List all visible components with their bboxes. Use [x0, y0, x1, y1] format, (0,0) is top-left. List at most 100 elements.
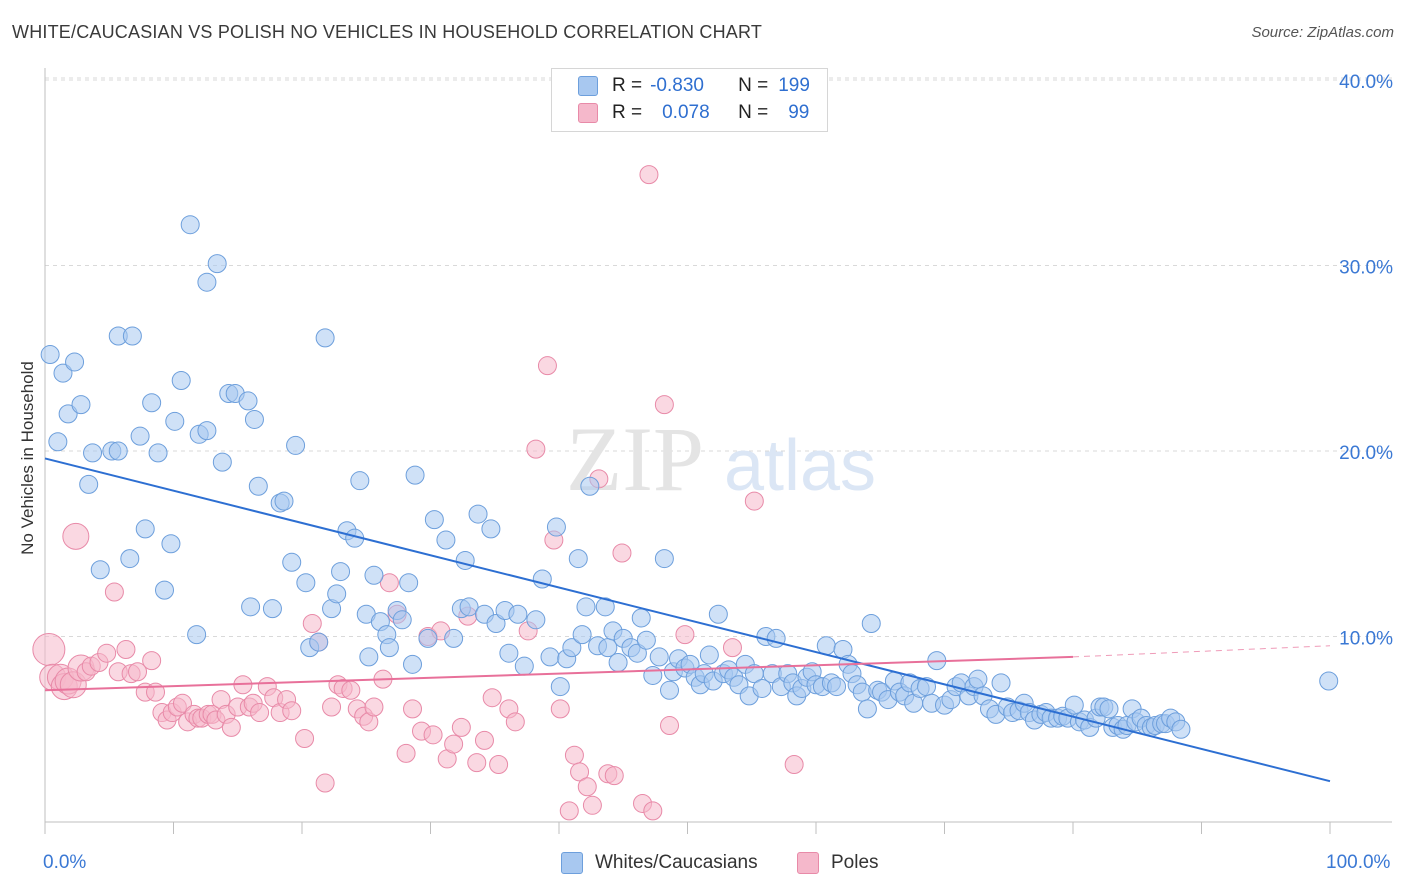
whites-point — [79, 474, 99, 494]
whites-point — [968, 669, 988, 689]
y-tick-label: 40.0% — [1339, 72, 1393, 93]
chart-title: WHITE/CAUCASIAN VS POLISH NO VEHICLES IN… — [12, 22, 763, 42]
whites-point — [608, 652, 628, 672]
whites-point — [327, 584, 347, 604]
poles-point — [577, 777, 597, 797]
whites-point — [197, 272, 217, 292]
y-tick-label: 10.0% — [1339, 629, 1393, 650]
whites-point — [861, 614, 881, 634]
whites-point — [187, 625, 207, 645]
whites-point — [148, 443, 168, 463]
whites-point — [455, 550, 475, 570]
poles-point — [302, 614, 322, 634]
poles-point — [570, 762, 590, 782]
y-tick-label: 30.0% — [1339, 258, 1393, 279]
whites-point — [699, 645, 719, 665]
whites-point — [654, 549, 674, 569]
whites-point — [636, 630, 656, 650]
whites-trend-line — [44, 457, 1331, 783]
poles-point — [341, 680, 361, 700]
trend-lines — [44, 457, 1331, 783]
poles-point — [282, 701, 302, 721]
whites-point — [286, 435, 306, 455]
poles-point — [322, 697, 342, 717]
poles-point — [116, 639, 136, 659]
whites-point — [71, 395, 91, 415]
whites-point — [83, 443, 103, 463]
poles-point — [489, 754, 509, 774]
whites-point — [359, 647, 379, 667]
whites-point — [135, 519, 155, 539]
whites-point — [550, 677, 570, 697]
whites-point — [403, 654, 423, 674]
whites-point — [165, 411, 185, 431]
watermark-atlas: atlas — [724, 426, 876, 506]
source-label: Source: ZipAtlas.com — [1251, 24, 1394, 41]
poles-point — [639, 165, 659, 185]
legend-item-poles[interactable]: Poles — [797, 852, 879, 874]
poles-point — [784, 754, 804, 774]
whites-point — [65, 352, 85, 372]
whites-point — [444, 628, 464, 648]
whites-point — [576, 597, 596, 617]
legend-r-label: R = — [612, 75, 643, 96]
legend-n-value: 99 — [788, 102, 810, 123]
whites-point — [262, 599, 282, 619]
whites-point — [238, 391, 258, 411]
poles-point — [128, 662, 148, 682]
whites-point — [180, 215, 200, 235]
whites-point — [827, 677, 847, 697]
whites-point — [207, 254, 227, 274]
whites-point — [197, 421, 217, 441]
whites-point — [468, 504, 488, 524]
whites-point — [405, 465, 425, 485]
legend-swatch-poles — [578, 103, 598, 123]
whites-point — [418, 628, 438, 648]
legend-swatch-poles — [797, 852, 819, 874]
whites-point — [120, 549, 140, 569]
legend-swatch-whites — [561, 852, 583, 874]
poles-point — [643, 801, 663, 821]
whites-point — [364, 565, 384, 585]
legend-item-whites[interactable]: Whites/Caucasians — [561, 852, 758, 874]
axes — [44, 68, 1392, 834]
whites-point — [1099, 699, 1119, 719]
poles-point — [559, 801, 579, 821]
poles-point — [675, 625, 695, 645]
legend-row-poles: R = 0.078 N = 99 — [578, 100, 809, 126]
y-axis-label: No Vehicles in Household — [18, 361, 37, 555]
poles-point — [654, 395, 674, 415]
whites-point — [660, 680, 680, 700]
whites-point — [241, 597, 261, 617]
poles-point — [250, 703, 270, 723]
whites-point — [526, 610, 546, 630]
poles-point — [537, 356, 557, 376]
poles-point — [315, 773, 335, 793]
legend-swatch-whites — [578, 76, 598, 96]
y-tick-label: 20.0% — [1339, 443, 1393, 464]
legend-r-label: R = — [612, 102, 643, 123]
legend-label-whites: Whites/Caucasians — [595, 852, 758, 873]
poles-trend-line — [44, 655, 1074, 692]
whites-point — [296, 573, 316, 593]
whites-point — [649, 647, 669, 667]
whites-point — [90, 560, 110, 580]
poles-point — [550, 699, 570, 719]
x-tick-min: 0.0% — [43, 852, 87, 873]
whites-point — [627, 643, 647, 663]
whites-point — [379, 638, 399, 658]
whites-point — [392, 610, 412, 630]
poles-point — [379, 573, 399, 593]
whites-point — [108, 441, 128, 461]
poles-point — [482, 688, 502, 708]
whites-point — [595, 597, 615, 617]
poles-point — [604, 766, 624, 786]
whites-point — [481, 519, 501, 539]
whites-point — [48, 432, 68, 452]
poles-point — [142, 651, 162, 671]
poles-point — [722, 638, 742, 658]
grid-lines — [45, 77, 1392, 637]
whites-point — [508, 604, 528, 624]
whites-point — [631, 608, 651, 628]
whites-point — [436, 530, 456, 550]
